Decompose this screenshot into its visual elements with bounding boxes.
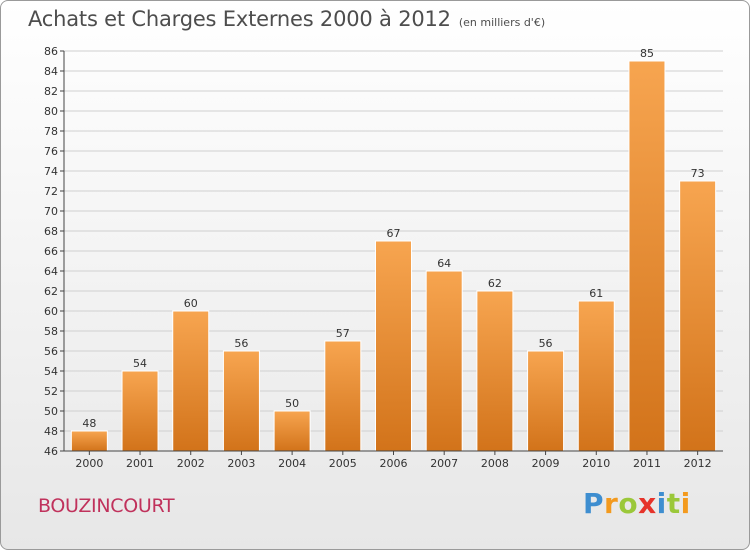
- x-tick-label: 2002: [177, 457, 205, 470]
- proxiti-logo[interactable]: Proxiti: [583, 487, 691, 520]
- y-tick-label: 48: [44, 425, 58, 438]
- y-tick-label: 86: [44, 45, 58, 58]
- y-tick-label: 76: [44, 145, 58, 158]
- data-label-2000: 48: [82, 417, 96, 430]
- y-tick-label: 46: [44, 445, 58, 458]
- bar-2005: [324, 340, 362, 452]
- x-tick-label: 2004: [278, 457, 306, 470]
- bar-2008: [476, 290, 514, 452]
- bar-2009: [527, 350, 565, 452]
- x-tick-label: 2005: [329, 457, 357, 470]
- y-tick-label: 72: [44, 185, 58, 198]
- data-label-2002: 60: [184, 297, 198, 310]
- x-tick-label: 2010: [582, 457, 610, 470]
- y-tick-label: 50: [44, 405, 58, 418]
- data-label-2001: 54: [133, 357, 147, 370]
- data-label-2012: 73: [691, 167, 705, 180]
- y-tick-label: 68: [44, 225, 58, 238]
- bar-2007: [425, 270, 463, 452]
- y-tick-label: 52: [44, 385, 58, 398]
- bar-2000: [70, 430, 108, 452]
- location-name: BOUZINCOURT: [38, 495, 175, 517]
- y-tick-label: 70: [44, 205, 58, 218]
- y-tick-label: 62: [44, 285, 58, 298]
- y-tick-label: 84: [44, 65, 58, 78]
- x-tick-label: 2007: [430, 457, 458, 470]
- data-label-2004: 50: [285, 397, 299, 410]
- x-tick-label: 2006: [380, 457, 408, 470]
- y-tick-label: 82: [44, 85, 58, 98]
- x-tick-label: 2008: [481, 457, 509, 470]
- y-tick-label: 66: [44, 245, 58, 258]
- y-tick-label: 74: [44, 165, 58, 178]
- data-label-2006: 67: [387, 227, 401, 240]
- x-tick-label: 2009: [532, 457, 560, 470]
- y-axis-ticks: 46 48 50 52 54 56 58 60 62 64 66 68 70 72 74 76 78 80 82 84…: [44, 45, 64, 458]
- bar-2012: [679, 180, 717, 452]
- x-tick-label: 2001: [126, 457, 154, 470]
- y-tick-label: 80: [44, 105, 58, 118]
- chart-title: Achats et Charges Externes 2000 à 2012 (e…: [28, 7, 545, 31]
- bar-2003: [222, 350, 260, 452]
- x-tick-label: 2011: [633, 457, 661, 470]
- y-tick-label: 56: [44, 345, 58, 358]
- bar-2010: [577, 300, 615, 452]
- bar-2002: [172, 310, 210, 452]
- bar-2001: [121, 370, 159, 452]
- data-label-2005: 57: [336, 327, 350, 340]
- x-tick-label: 2012: [684, 457, 712, 470]
- x-tick-label: 2000: [75, 457, 103, 470]
- data-label-2007: 64: [437, 257, 451, 270]
- y-tick-label: 64: [44, 265, 58, 278]
- data-label-2011: 85: [640, 47, 654, 60]
- bar-2006: [375, 240, 412, 452]
- x-tick-label: 2003: [227, 457, 255, 470]
- data-label-2008: 62: [488, 277, 502, 290]
- bar-2011: [628, 60, 666, 452]
- y-tick-label: 60: [44, 305, 58, 318]
- axes: [63, 51, 723, 452]
- y-tick-label: 58: [44, 325, 58, 338]
- data-label-2010: 61: [589, 287, 603, 300]
- bar-2004: [273, 410, 311, 452]
- chart-title-text: Achats et Charges Externes 2000 à 2012: [28, 7, 451, 31]
- y-tick-label: 54: [44, 365, 58, 378]
- x-axis-ticks: 2000 2001 2002 2003 2004 2005 2006 2007 2008 2009…: [75, 451, 712, 470]
- data-label-2009: 56: [539, 337, 553, 350]
- y-tick-label: 78: [44, 125, 58, 138]
- chart-unit: (en milliers d'€): [458, 16, 546, 29]
- bars: [70, 60, 717, 452]
- data-label-2003: 56: [234, 337, 248, 350]
- data-labels: 48 54 60 56 50 57 67 64 62 56 61 85 73: [82, 47, 704, 430]
